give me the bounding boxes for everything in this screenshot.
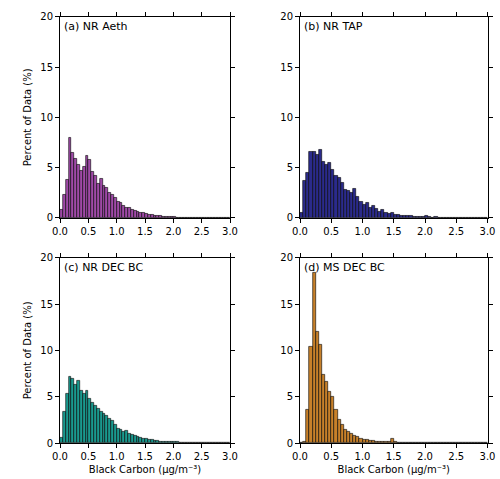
svg-text:(b) NR TAP: (b) NR TAP	[304, 20, 363, 33]
svg-text:1.0: 1.0	[109, 226, 125, 237]
svg-text:(d) MS DEC BC: (d) MS DEC BC	[304, 261, 385, 274]
svg-text:3.0: 3.0	[222, 451, 238, 462]
svg-text:0.0: 0.0	[52, 451, 68, 462]
svg-text:20: 20	[40, 252, 53, 263]
svg-text:0: 0	[287, 438, 293, 449]
svg-text:20: 20	[280, 11, 293, 22]
svg-text:1.5: 1.5	[386, 226, 402, 237]
svg-text:2.0: 2.0	[165, 451, 181, 462]
svg-text:0: 0	[47, 438, 53, 449]
svg-text:(a) NR Aeth: (a) NR Aeth	[64, 20, 128, 33]
svg-text:1.0: 1.0	[109, 451, 125, 462]
svg-text:Percent of Data (%): Percent of Data (%)	[22, 301, 33, 399]
svg-text:5: 5	[47, 391, 53, 402]
svg-text:2.0: 2.0	[417, 226, 433, 237]
svg-text:0.5: 0.5	[323, 451, 339, 462]
svg-text:0.5: 0.5	[80, 451, 96, 462]
svg-text:(c) NR DEC BC: (c) NR DEC BC	[64, 261, 143, 274]
svg-text:0.0: 0.0	[52, 226, 68, 237]
svg-text:10: 10	[40, 345, 53, 356]
svg-text:15: 15	[40, 62, 53, 73]
svg-text:1.0: 1.0	[355, 226, 371, 237]
svg-text:0.0: 0.0	[292, 451, 308, 462]
svg-text:3.0: 3.0	[480, 451, 496, 462]
svg-text:20: 20	[40, 11, 53, 22]
svg-text:0: 0	[287, 212, 293, 223]
svg-text:3.0: 3.0	[222, 226, 238, 237]
svg-text:15: 15	[280, 299, 293, 310]
svg-text:20: 20	[280, 252, 293, 263]
svg-text:1.5: 1.5	[386, 451, 402, 462]
svg-text:15: 15	[280, 62, 293, 73]
svg-text:Black Carbon (μg/m⁻³): Black Carbon (μg/m⁻³)	[338, 464, 450, 475]
svg-text:0.5: 0.5	[323, 226, 339, 237]
svg-text:Percent of Data (%): Percent of Data (%)	[22, 68, 33, 166]
svg-text:0.0: 0.0	[292, 226, 308, 237]
svg-text:Black Carbon (μg/m⁻³): Black Carbon (μg/m⁻³)	[89, 464, 201, 475]
svg-text:1.0: 1.0	[355, 451, 371, 462]
svg-text:15: 15	[40, 299, 53, 310]
svg-text:1.5: 1.5	[137, 226, 153, 237]
svg-text:1.5: 1.5	[137, 451, 153, 462]
svg-text:5: 5	[287, 162, 293, 173]
svg-text:2.0: 2.0	[165, 226, 181, 237]
svg-text:2.0: 2.0	[417, 451, 433, 462]
svg-text:5: 5	[47, 162, 53, 173]
svg-text:2.5: 2.5	[448, 226, 464, 237]
svg-text:2.5: 2.5	[194, 451, 210, 462]
svg-text:10: 10	[280, 345, 293, 356]
svg-text:10: 10	[40, 112, 53, 123]
svg-text:2.5: 2.5	[448, 451, 464, 462]
svg-text:10: 10	[280, 112, 293, 123]
svg-text:0: 0	[47, 212, 53, 223]
svg-text:3.0: 3.0	[480, 226, 496, 237]
svg-text:2.5: 2.5	[194, 226, 210, 237]
svg-text:5: 5	[287, 391, 293, 402]
svg-text:0.5: 0.5	[80, 226, 96, 237]
